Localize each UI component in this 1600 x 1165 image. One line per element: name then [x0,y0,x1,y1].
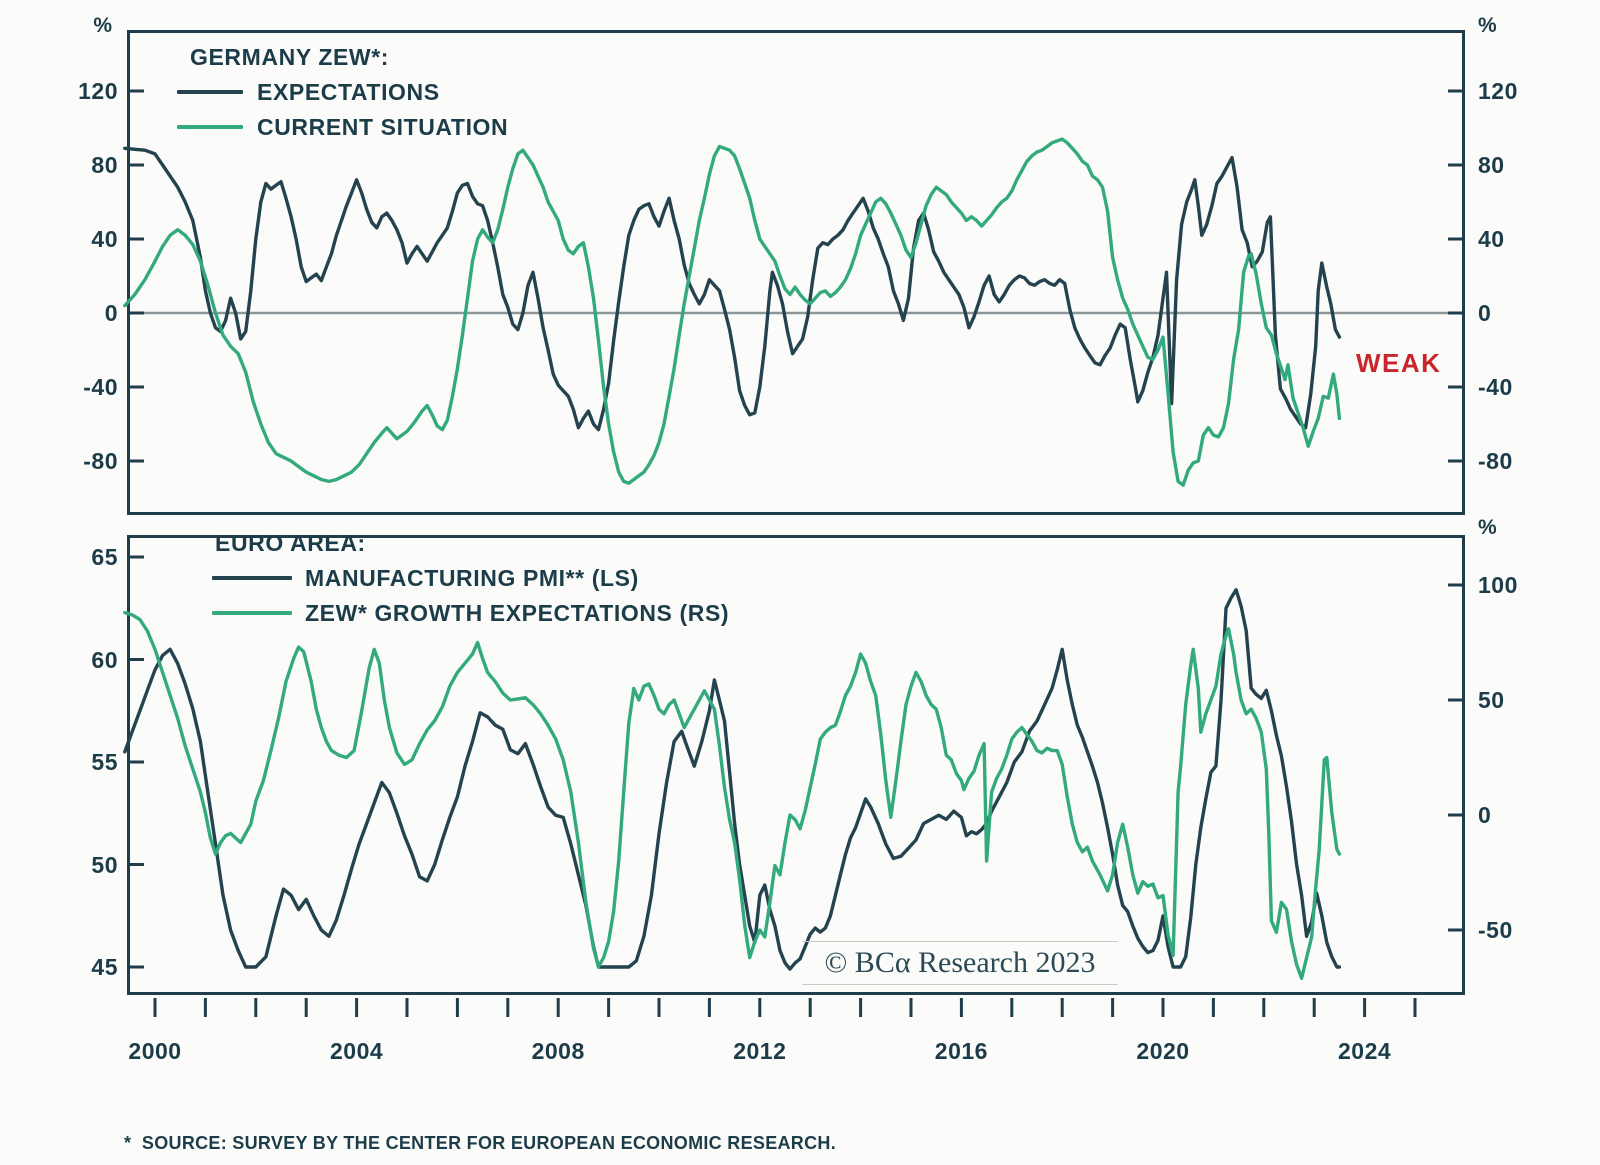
manufacturing-pmi-line-swatch [212,576,292,580]
axis-tick-label: 100 [1478,572,1518,598]
x-axis-year-label: 2004 [330,1038,384,1064]
legend-item-zew-growth: ZEW* GROWTH EXPECTATIONS (RS) [212,599,729,627]
axis-tick-label: 80 [1478,152,1505,178]
axis-tick-label: 55 [91,749,118,775]
legend-title-germany-zew: GERMANY ZEW*: [190,44,390,70]
axis-tick-label: 50 [91,851,118,878]
footnote-source-zew: * SOURCE: SURVEY BY THE CENTER FOR EUROP… [124,1133,836,1153]
top-left-percent-label: % [93,14,112,37]
axis-tick-label: 40 [91,226,118,252]
axis-tick-label: 120 [78,78,118,104]
axis-tick-label: 60 [91,646,118,673]
weak-annotation: WEAK [1356,348,1442,378]
axis-tick-label: 120 [1478,78,1518,104]
axis-tick-label: 45 [91,954,118,980]
x-axis-year-label: 2020 [1136,1038,1190,1064]
axis-tick-label: 80 [91,152,118,178]
top-right-percent-label: % [1478,14,1497,37]
legend-label-current-situation: CURRENT SITUATION [257,113,509,140]
euro-area-legend: EURO AREA: MANUFACTURING PMI** (LS) ZEW*… [212,530,729,627]
bottom-right-percent-label: % [1478,516,1497,539]
bca-research-watermark: © BCα Research 2023 [802,941,1118,985]
germany-zew-legend: GERMANY ZEW*: EXPECTATIONS CURRENT SITUA… [177,44,508,141]
axis-tick-label: 0 [1478,802,1492,828]
axis-tick-label: 65 [91,544,118,570]
footnotes: * SOURCE: SURVEY BY THE CENTER FOR EUROP… [124,1076,1083,1165]
x-axis-year-label: 2016 [934,1038,988,1064]
axis-tick-label: -80 [83,448,118,474]
axis-tick-label: 40 [1478,226,1505,252]
legend-label-manufacturing-pmi: MANUFACTURING PMI** (LS) [305,564,639,591]
x-axis-year-label: 2024 [1338,1038,1392,1064]
axis-tick-label: 50 [1478,687,1505,713]
germany-zew-chart [123,30,1465,515]
legend-label-expectations: EXPECTATIONS [257,78,440,105]
axis-tick-label: -40 [1478,374,1513,400]
axis-tick-label: -50 [1478,917,1513,943]
euro-area-chart [123,535,1465,995]
legend-item-expectations: EXPECTATIONS [177,78,508,106]
x-axis-tick-strip [153,998,1417,1017]
x-axis-year-label: 2008 [531,1038,585,1064]
x-axis-year-label: 2012 [733,1038,787,1064]
axis-tick-label: 0 [104,300,118,326]
x-axis-year-label: 2000 [128,1038,182,1064]
zew-growth-line-swatch [212,611,292,615]
axis-tick-label: -40 [83,374,118,400]
legend-item-manufacturing-pmi: MANUFACTURING PMI** (LS) [212,564,729,592]
expectations-line-swatch [177,90,243,94]
axis-tick-label: -80 [1478,448,1513,474]
axis-tick-label: 0 [1478,300,1492,326]
legend-title-euro-area: EURO AREA: [215,530,366,556]
legend-item-current-situation: CURRENT SITUATION [177,113,508,141]
legend-label-zew-growth: ZEW* GROWTH EXPECTATIONS (RS) [305,599,730,626]
current-situation-line-swatch [177,125,243,129]
